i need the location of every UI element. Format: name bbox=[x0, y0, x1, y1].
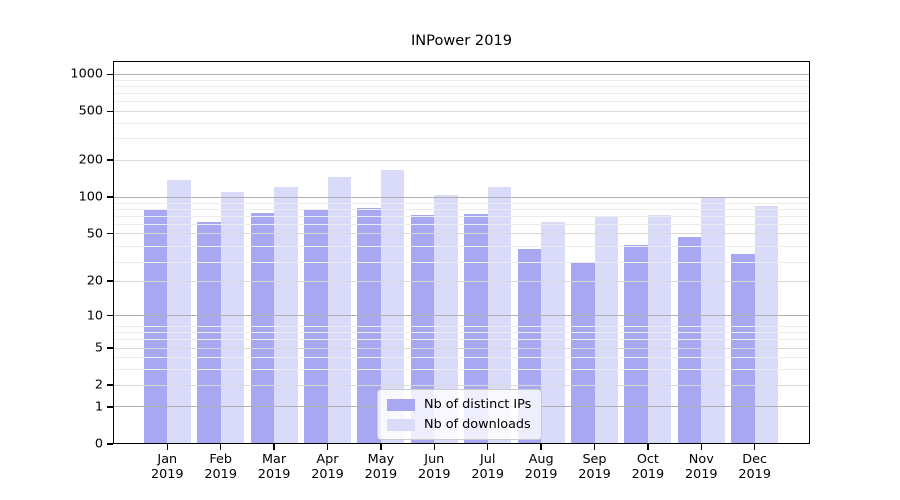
chart-title: INPower 2019 bbox=[410, 32, 513, 49]
x-tick-label: Mar 2019 bbox=[257, 452, 291, 482]
bar-downloads-apr bbox=[327, 176, 351, 444]
legend-label-distinct-ips: Nb of distinct IPs bbox=[424, 397, 532, 412]
grid-line bbox=[113, 85, 810, 87]
x-tick-mark bbox=[166, 444, 169, 450]
bar-downloads-oct bbox=[647, 215, 672, 444]
x-tick-mark bbox=[593, 444, 596, 450]
x-tick-mark bbox=[700, 444, 703, 450]
bar-downloads-may bbox=[380, 170, 405, 444]
x-tick-mark bbox=[647, 444, 649, 450]
x-tick-mark bbox=[486, 444, 489, 450]
grid-line bbox=[113, 73, 810, 75]
bar-distinct-ips-jun bbox=[410, 215, 435, 444]
grid-line bbox=[113, 110, 810, 112]
bar-downloads-jan bbox=[167, 179, 191, 444]
y-tick-label: 20 bbox=[86, 273, 103, 289]
y-tick-mark bbox=[107, 280, 113, 282]
grid-line bbox=[113, 101, 810, 103]
grid-line bbox=[113, 216, 810, 218]
x-tick-mark bbox=[219, 444, 222, 450]
x-tick-label: Jun 2019 bbox=[418, 452, 451, 482]
legend-swatch-downloads bbox=[387, 418, 415, 431]
y-tick-label: 5 bbox=[94, 340, 103, 356]
y-tick-label: 10 bbox=[86, 308, 103, 324]
bar-distinct-ips-mar bbox=[250, 213, 275, 444]
grid-line bbox=[113, 339, 810, 341]
y-tick-label: 1000 bbox=[70, 66, 103, 82]
bar-downloads-jun bbox=[434, 195, 458, 444]
grid-line bbox=[113, 315, 810, 317]
x-tick-label: May 2019 bbox=[364, 452, 398, 482]
y-tick-mark bbox=[107, 384, 113, 386]
grid-line bbox=[113, 209, 810, 211]
grid-line bbox=[113, 92, 810, 94]
y-tick-label: 500 bbox=[78, 103, 103, 119]
bar-distinct-ips-dec bbox=[731, 253, 755, 444]
x-tick-mark bbox=[433, 444, 436, 450]
y-tick-mark bbox=[107, 347, 113, 349]
grid-line bbox=[113, 261, 810, 263]
legend-item-distinct-ips: Nb of distinct IPs bbox=[387, 398, 531, 411]
grid-line bbox=[113, 280, 810, 282]
y-tick-label: 100 bbox=[78, 189, 103, 205]
y-tick-label: 1 bbox=[94, 399, 103, 415]
grid-line bbox=[113, 325, 810, 327]
y-tick-label: 200 bbox=[78, 152, 103, 168]
grid-line bbox=[113, 138, 810, 140]
x-tick-label: Dec 2019 bbox=[738, 452, 771, 482]
y-tick-mark bbox=[107, 314, 113, 317]
grid-line bbox=[113, 357, 810, 359]
legend-item-downloads: Nb of downloads bbox=[387, 418, 531, 431]
y-tick-label: 2 bbox=[94, 377, 103, 393]
bar-distinct-ips-jul bbox=[464, 213, 488, 444]
grid-line bbox=[113, 347, 810, 349]
y-tick-mark bbox=[107, 110, 113, 113]
y-tick-mark bbox=[107, 73, 113, 76]
bar-downloads-feb bbox=[220, 192, 245, 444]
x-tick-label: Sep 2019 bbox=[578, 452, 611, 482]
x-tick-label: Oct 2019 bbox=[631, 452, 665, 482]
grid-line bbox=[113, 122, 810, 124]
y-tick-mark bbox=[107, 196, 113, 198]
legend-swatch-distinct-ips bbox=[387, 398, 415, 411]
plot-area: Nb of distinct IPs Nb of downloads bbox=[113, 61, 810, 444]
bar-distinct-ips-sep bbox=[571, 262, 595, 444]
y-tick-mark bbox=[107, 159, 113, 161]
y-tick-mark bbox=[107, 406, 113, 408]
grid-line bbox=[113, 233, 810, 235]
x-tick-label: Apr 2019 bbox=[311, 452, 344, 482]
grid-line bbox=[113, 384, 810, 386]
grid-line bbox=[113, 202, 810, 204]
bar-distinct-ips-oct bbox=[624, 245, 648, 444]
grid-line bbox=[113, 79, 810, 81]
bar-downloads-nov bbox=[701, 197, 725, 444]
y-tick-label: 50 bbox=[86, 226, 103, 242]
grid-line bbox=[113, 196, 810, 198]
bar-downloads-sep bbox=[594, 217, 618, 444]
grid-line bbox=[113, 332, 810, 334]
y-tick-mark bbox=[107, 232, 113, 235]
x-tick-mark bbox=[540, 444, 542, 450]
x-tick-mark bbox=[753, 444, 756, 450]
x-tick-label: Nov 2019 bbox=[685, 452, 718, 482]
y-tick-mark bbox=[107, 443, 113, 445]
grid-line bbox=[113, 224, 810, 226]
x-tick-label: Aug 2019 bbox=[524, 452, 558, 482]
x-tick-label: Jul 2019 bbox=[471, 452, 504, 482]
legend-label-downloads: Nb of downloads bbox=[424, 417, 531, 432]
legend: Nb of distinct IPs Nb of downloads bbox=[377, 389, 543, 440]
x-tick-label: Feb 2019 bbox=[204, 452, 237, 482]
grid-line bbox=[113, 246, 810, 248]
x-tick-mark bbox=[326, 444, 329, 450]
x-tick-mark bbox=[273, 444, 275, 450]
bar-distinct-ips-nov bbox=[677, 236, 702, 444]
bar-downloads-dec bbox=[754, 206, 779, 444]
y-tick-label: 0 bbox=[94, 436, 103, 452]
x-tick-label: Jan 2019 bbox=[151, 452, 184, 482]
grid-line bbox=[113, 369, 810, 371]
grid-line bbox=[113, 159, 810, 161]
x-tick-mark bbox=[380, 444, 382, 450]
